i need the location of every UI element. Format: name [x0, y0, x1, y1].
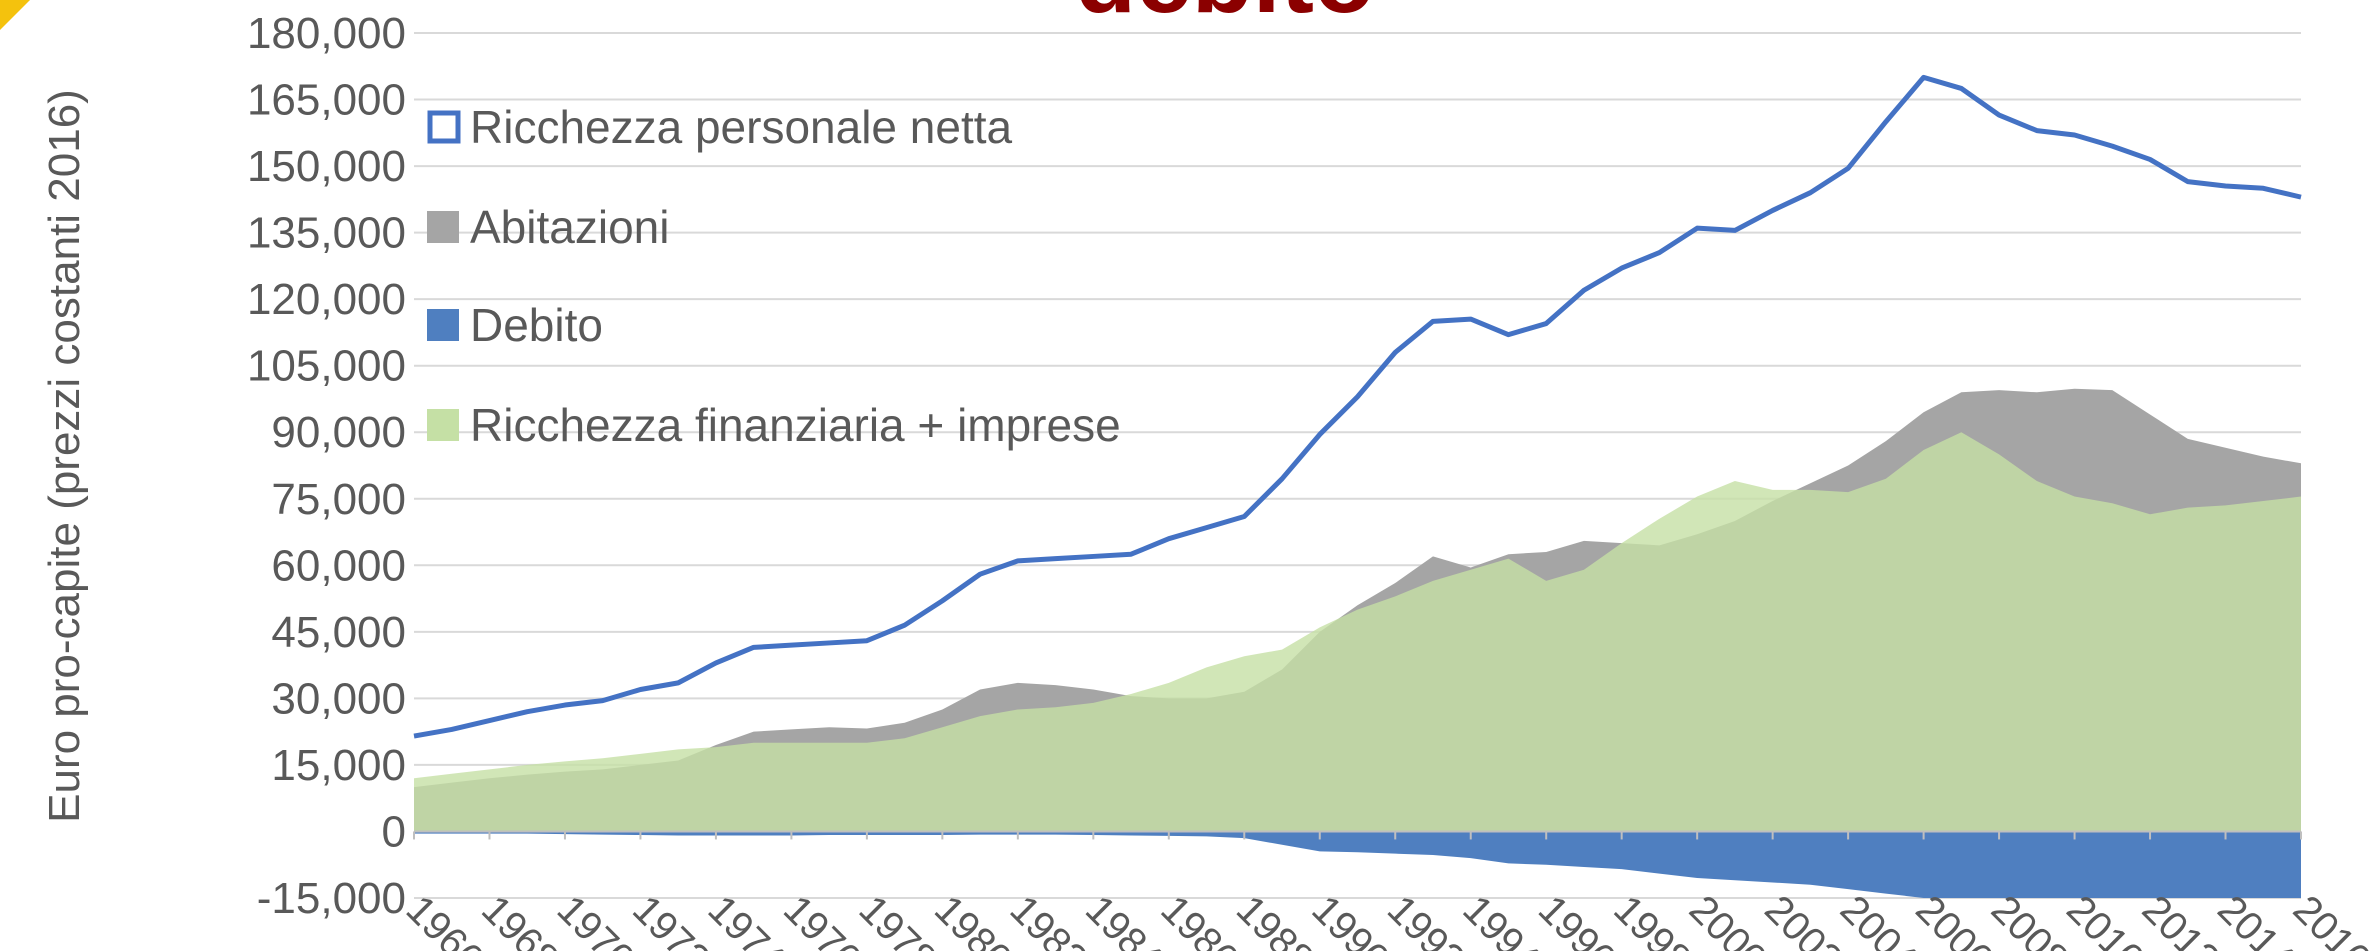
y-axis-label: Euro pro-capite (prezzi costanti 2016) — [40, 89, 89, 823]
y-tick-label: -15,000 — [257, 874, 406, 923]
y-tick-label: 105,000 — [247, 342, 406, 391]
y-tick-label: 90,000 — [271, 408, 406, 457]
legend-label: Ricchezza personale netta — [470, 101, 1013, 153]
area — [414, 831, 2301, 898]
y-tick-label: 60,000 — [271, 541, 406, 590]
y-tick-label: 135,000 — [247, 209, 406, 258]
legend-swatch — [427, 409, 459, 441]
legend-label: Ricchezza finanziaria + imprese — [470, 399, 1121, 451]
y-tick-label: 120,000 — [247, 275, 406, 324]
chart-title: debito — [1075, 0, 1375, 34]
y-tick-label: 30,000 — [271, 674, 406, 723]
legend-swatch — [427, 211, 459, 243]
y-tick-label: 75,000 — [271, 475, 406, 524]
legend-label: Abitazioni — [470, 201, 669, 253]
legend-label: Debito — [470, 299, 603, 351]
y-tick-label: 165,000 — [247, 76, 406, 125]
y-tick-label: 150,000 — [247, 142, 406, 191]
corner-decoration — [0, 0, 30, 30]
y-tick-label: 180,000 — [247, 9, 406, 58]
line — [413, 74, 2302, 739]
area — [414, 432, 2301, 832]
y-tick-label: 45,000 — [271, 608, 406, 657]
legend-swatch — [427, 110, 461, 144]
y-tick-label: 0 — [382, 807, 406, 856]
y-tick-label: 15,000 — [271, 741, 406, 790]
legend-swatch — [427, 309, 459, 341]
